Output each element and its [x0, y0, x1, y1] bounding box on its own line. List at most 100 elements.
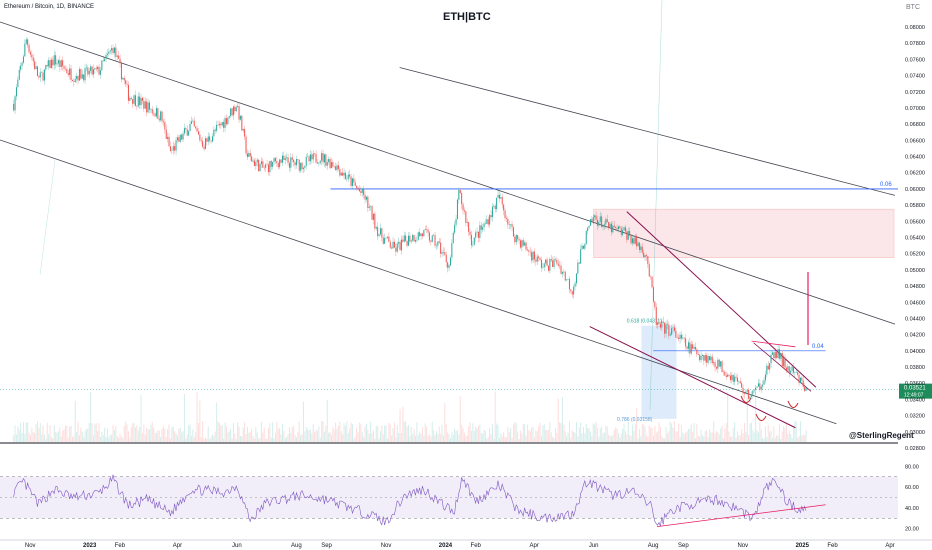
candle-body — [232, 106, 234, 116]
volume-bar — [330, 434, 332, 442]
volume-bar — [448, 434, 450, 442]
volume-bar — [18, 429, 20, 442]
candle-body — [658, 322, 660, 325]
volume-bar — [458, 434, 460, 442]
volume-bar — [46, 422, 48, 442]
candle-body — [634, 236, 636, 244]
volume-bar — [459, 396, 461, 442]
candle-body — [115, 47, 117, 57]
volume-bar — [183, 394, 185, 442]
candle-body — [116, 55, 118, 57]
volume-bar — [717, 432, 719, 442]
volume-bar — [570, 437, 572, 442]
candle-body — [350, 176, 352, 186]
volume-bar — [766, 436, 768, 442]
volume-bar — [517, 431, 519, 442]
volume-bar — [780, 438, 782, 442]
volume-bar — [665, 426, 667, 442]
volume-bar — [224, 422, 226, 442]
volume-bar — [148, 429, 150, 442]
volume-bar — [405, 421, 407, 442]
volume-bar — [203, 438, 205, 442]
candle-body — [328, 159, 330, 163]
candle-body — [372, 213, 374, 220]
volume-bar — [802, 434, 804, 442]
volume-bar — [760, 429, 762, 442]
volume-bar — [476, 428, 478, 442]
candle-body — [342, 172, 344, 176]
candle-body — [469, 231, 471, 235]
volume-bar — [62, 430, 64, 442]
candle-body — [252, 160, 254, 162]
volume-bar — [27, 422, 29, 442]
volume-bar — [682, 432, 684, 442]
volume-bar — [455, 431, 457, 442]
volume-bar — [22, 422, 24, 442]
candle-body — [291, 157, 293, 160]
volume-bar — [690, 424, 692, 442]
candle-body — [246, 153, 248, 158]
candle-body — [399, 241, 401, 251]
volume-bar — [714, 433, 716, 442]
candle-body — [598, 221, 600, 226]
volume-bar — [718, 434, 720, 442]
candle-body — [689, 342, 691, 354]
candle-body — [514, 236, 516, 243]
price-tick-label: 0.05600 — [905, 219, 925, 225]
volume-bar — [123, 425, 125, 442]
candle-body — [186, 129, 188, 136]
candle-body — [694, 347, 696, 350]
volume-bar — [790, 434, 792, 442]
volume-bar — [315, 429, 317, 442]
candle-body — [553, 259, 555, 267]
candle-body — [335, 166, 337, 171]
volume-bar — [252, 436, 254, 442]
volume-bar — [185, 438, 187, 442]
candle-body — [262, 161, 264, 168]
candle-body — [294, 162, 296, 166]
volume-bar — [529, 431, 531, 442]
candle-body — [538, 256, 540, 258]
candle-body — [139, 96, 141, 106]
volume-bar — [582, 426, 584, 442]
volume-bar — [161, 428, 163, 442]
candle-body — [798, 374, 800, 383]
volume-bar — [53, 425, 55, 442]
volume-bar — [399, 408, 401, 442]
volume-bar — [42, 425, 44, 442]
volume-bar — [29, 434, 31, 442]
volume-bar — [437, 433, 439, 442]
volume-bar — [419, 431, 421, 442]
candle-body — [692, 344, 694, 349]
volume-bar — [622, 428, 624, 442]
price-tick-label: 0.06800 — [905, 122, 925, 128]
candle-body — [206, 138, 208, 142]
volume-bar — [409, 436, 411, 442]
volume-bar — [81, 431, 83, 442]
volume-bar — [181, 432, 183, 442]
candle-body — [267, 164, 269, 173]
volume-bar — [710, 432, 712, 442]
volume-bar — [785, 423, 787, 442]
candle-body — [770, 354, 772, 364]
volume-bar — [428, 433, 430, 442]
volume-bar — [211, 434, 213, 442]
volume-bar — [346, 421, 348, 442]
candle-body — [129, 97, 131, 101]
volume-bar — [588, 428, 590, 442]
volume-bar — [24, 434, 26, 442]
volume-bar — [770, 430, 772, 442]
volume-bar — [112, 424, 114, 442]
volume-bar — [612, 435, 614, 442]
candle-body — [510, 224, 512, 225]
candle-body — [437, 241, 439, 246]
time-tick-label: Feb — [471, 543, 482, 549]
candle-body — [755, 387, 757, 390]
volume-bar — [699, 436, 701, 442]
volume-bar — [384, 425, 386, 442]
candle-body — [802, 380, 804, 388]
time-tick-label: Feb — [115, 543, 126, 549]
volume-bar — [630, 435, 632, 442]
volume-bar — [174, 431, 176, 442]
